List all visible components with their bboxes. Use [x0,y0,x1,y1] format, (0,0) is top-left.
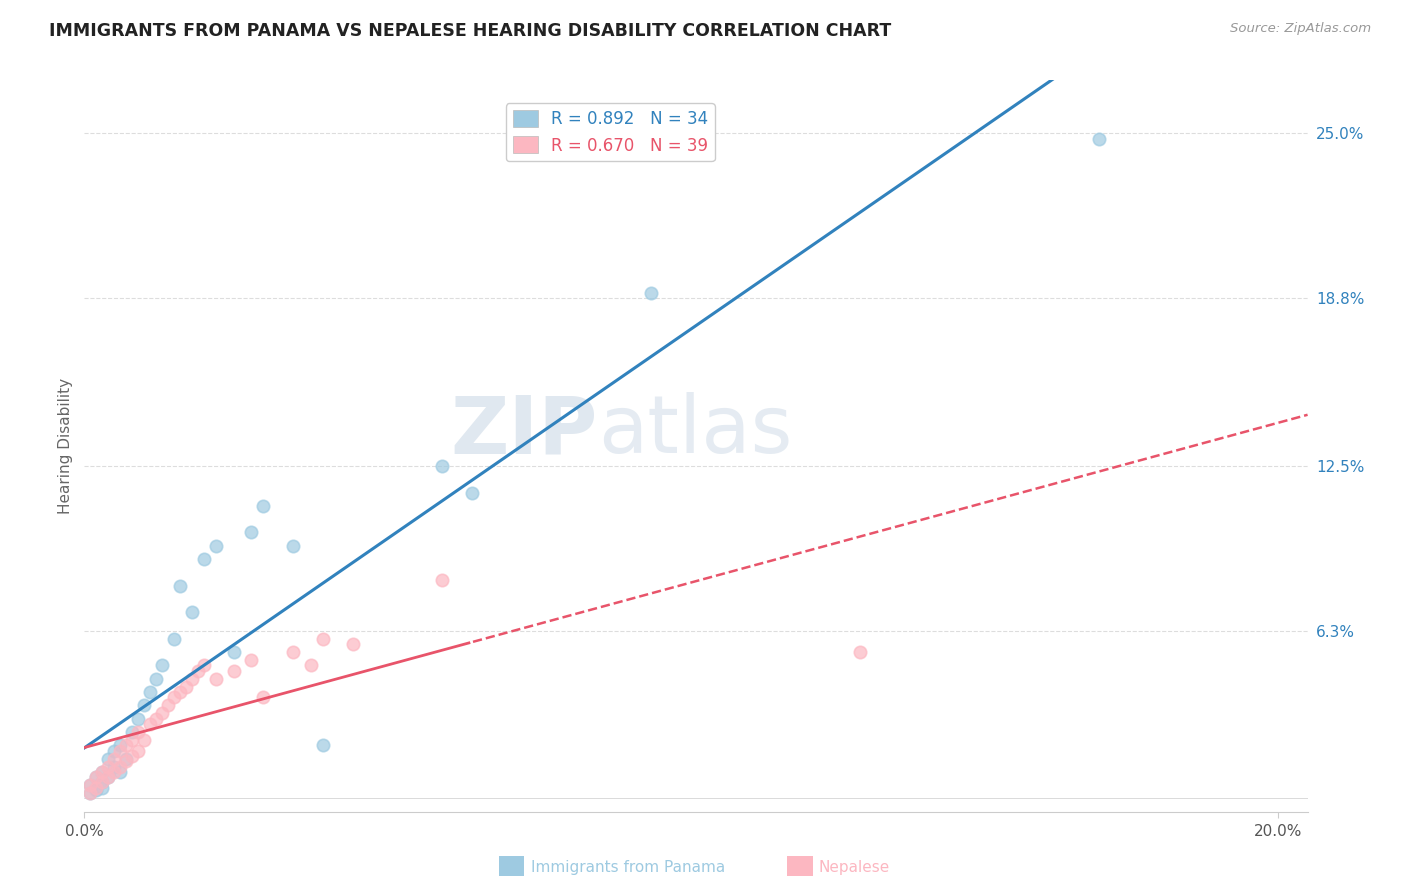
Point [121,732,143,747]
Point [91,775,114,789]
Point [187,664,209,678]
Point [193,552,215,566]
Point [115,738,138,752]
Point [169,579,191,593]
Point [849,645,872,659]
Point [640,286,662,301]
Point [139,717,162,731]
Point [103,764,125,779]
Point [312,632,335,646]
Point [204,539,226,553]
Point [91,780,114,795]
Point [174,680,197,694]
Point [84,780,107,795]
Point [127,712,149,726]
Point [222,645,245,659]
Point [127,725,149,739]
Point [145,672,167,686]
Point [79,786,101,800]
Point [240,653,263,667]
Point [180,672,202,686]
Text: IMMIGRANTS FROM PANAMA VS NEPALESE HEARING DISABILITY CORRELATION CHART: IMMIGRANTS FROM PANAMA VS NEPALESE HEARI… [49,22,891,40]
Point [299,658,322,673]
Point [150,706,173,721]
Point [97,751,120,765]
Point [193,658,215,673]
Point [156,698,179,713]
Point [222,664,245,678]
Point [108,759,131,773]
Point [79,778,101,792]
Point [97,770,120,784]
Legend: R = 0.892   N = 34, R = 0.670   N = 39: R = 0.892 N = 34, R = 0.670 N = 39 [506,103,714,161]
Point [84,770,107,784]
Point [283,645,305,659]
Point [139,685,162,699]
Point [108,738,131,752]
Point [461,485,484,500]
Text: Source: ZipAtlas.com: Source: ZipAtlas.com [1230,22,1371,36]
Point [115,754,138,768]
Point [108,743,131,757]
Point [180,605,202,619]
Point [252,499,274,513]
Point [150,658,173,673]
Point [121,725,143,739]
Point [283,539,305,553]
Point [97,759,120,773]
Point [432,458,454,473]
Text: Nepalese: Nepalese [818,860,890,874]
Point [108,764,131,779]
Point [145,712,167,726]
Point [121,748,143,763]
Point [103,743,125,757]
Point [91,764,114,779]
Point [1087,132,1109,146]
Point [163,632,186,646]
Point [342,637,364,651]
Point [79,786,101,800]
Point [127,743,149,757]
Point [91,775,114,789]
Text: Immigrants from Panama: Immigrants from Panama [531,860,725,874]
Point [240,525,263,540]
Point [132,698,155,713]
Point [91,764,114,779]
Point [97,770,120,784]
Point [204,672,226,686]
Y-axis label: Hearing Disability: Hearing Disability [58,378,73,514]
Point [79,778,101,792]
Point [103,759,125,773]
Point [169,685,191,699]
Text: atlas: atlas [598,392,793,470]
Text: ZIP: ZIP [451,392,598,470]
Point [163,690,186,705]
Point [432,574,454,588]
Point [252,690,274,705]
Point [132,732,155,747]
Point [84,783,107,797]
Point [84,770,107,784]
Point [115,751,138,765]
Point [312,738,335,752]
Point [103,751,125,765]
